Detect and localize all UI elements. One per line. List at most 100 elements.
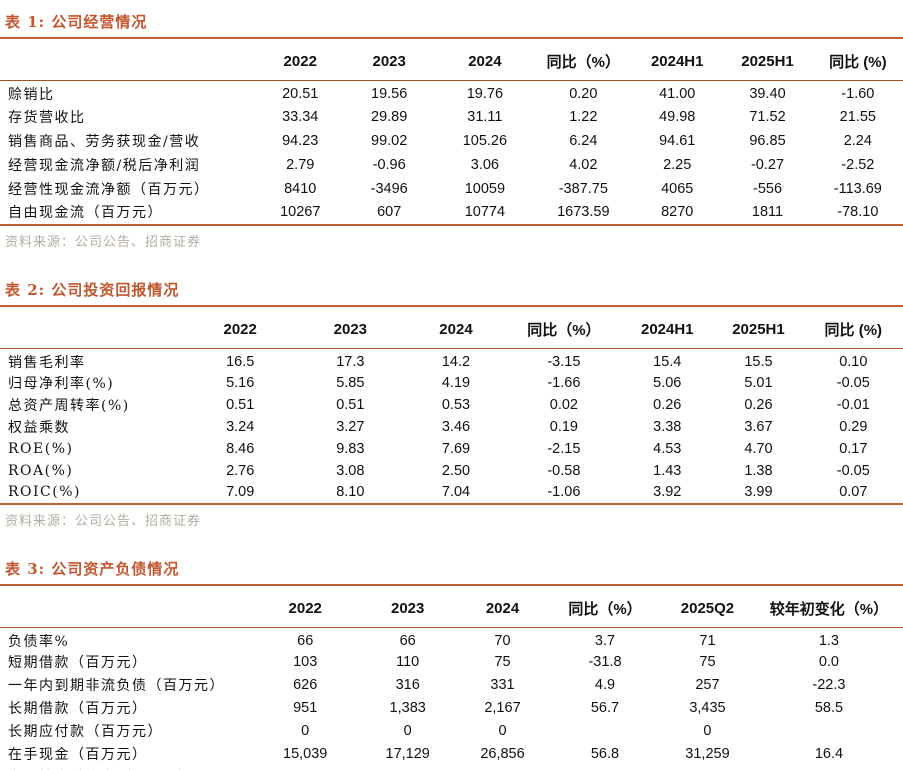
table-row: 短期借款（百万元） 103 110 75 -31.8 75 0.0	[0, 651, 903, 674]
row-label: 长期应付款（百万元）	[8, 724, 163, 740]
value-cell: -7.4	[755, 766, 903, 770]
value-cell: 4065	[661, 180, 694, 197]
value-cell: 41.00	[659, 86, 696, 103]
column-header: 2023	[343, 39, 436, 81]
table-row: 归母净利率(%) 5.16 5.85 4.19 -1.66 5.06 5.01 -0.05	[0, 372, 903, 394]
value-cell: 4.53	[653, 440, 682, 457]
value-cell: -3.15	[547, 353, 581, 370]
table1-operating-data: 2022 2023 2024 同比（%） 2024H1 2025H1 同比 (%) 赊销比 20…	[0, 39, 903, 226]
column-header: 2024	[405, 306, 507, 349]
value-cell: 21.55	[839, 108, 876, 125]
value-cell: 70	[494, 632, 511, 649]
value-cell: 5.06	[653, 374, 682, 391]
column-header: 同比 (%)	[803, 306, 903, 349]
column-header: 2024H1	[621, 306, 714, 349]
value-cell: 257	[695, 677, 720, 693]
value-cell: 31.11	[467, 108, 503, 125]
value-cell: 10267	[280, 204, 321, 220]
value-cell: 2.25	[663, 156, 692, 173]
column-header: 2024H1	[632, 39, 723, 81]
value-cell: 331	[490, 677, 515, 693]
row-label: 交易性金融资产（百万元）	[0, 766, 250, 770]
value-cell: 0.53	[441, 396, 471, 413]
row-label: 权益乘数	[8, 419, 70, 436]
row-label: 一年内到期非流负债（百万元）	[8, 678, 225, 694]
value-cell: 0.17	[839, 440, 868, 457]
value-cell: 2.76	[226, 462, 255, 479]
table-row: ROA(%) 2.76 3.08 2.50 -0.58 1.43 1.38 -0.05	[0, 460, 903, 482]
table2-investment-return-data: 2022 2023 2024 同比（%） 2024H1 2025H1 同比 (%) 销售毛利率…	[0, 306, 903, 505]
value-cell: 66	[297, 632, 314, 649]
table-row: 存货营收比 33.34 29.89 31.11 1.22 49.98 71.52 21.55	[0, 105, 903, 129]
value-cell: 16.5	[226, 353, 255, 370]
value-cell: 8410	[284, 180, 317, 197]
value-cell: 17,129	[385, 746, 430, 762]
value-cell: 0.07	[839, 484, 868, 500]
value-cell: 3,435	[689, 700, 726, 716]
value-cell: 626	[293, 677, 318, 693]
value-cell: 3.7	[594, 632, 616, 649]
value-cell: 7.04	[441, 484, 471, 500]
value-cell: 71	[699, 632, 716, 649]
value-cell: 7.09	[226, 484, 255, 500]
value-cell: -0.01	[836, 396, 870, 413]
value-cell: 0	[498, 723, 507, 739]
table2-section: 表 2: 公司投资回报情况 2022 2023 2024 同比（%） 2024H1 202…	[0, 277, 903, 531]
value-cell: 75	[699, 654, 716, 670]
row-label: 负债率%	[8, 633, 70, 650]
value-cell: 867	[360, 766, 455, 770]
column-header: 2022	[185, 306, 296, 349]
value-cell: 56.8	[590, 746, 620, 762]
value-cell: -1.60	[841, 86, 875, 103]
value-cell: 33.34	[282, 108, 319, 125]
value-cell: -22.3	[812, 677, 846, 693]
value-cell: 31,259	[685, 746, 730, 762]
value-cell: 58.5	[814, 700, 844, 716]
value-cell: -31.8	[588, 654, 622, 670]
row-label: ROIC(%)	[8, 484, 81, 500]
value-cell: 94.61	[659, 132, 696, 149]
table-row: 长期应付款（百万元） 0 0 0 0	[0, 720, 903, 743]
value-cell: 3.99	[744, 484, 773, 500]
column-header: 2022	[250, 585, 361, 628]
value-cell: -2.52	[841, 156, 875, 173]
value-cell: 96.85	[749, 132, 786, 149]
value-cell: 3.92	[653, 484, 682, 500]
row-label: ROA(%)	[8, 462, 74, 479]
value-cell: 56.7	[590, 700, 620, 716]
value-cell: 10059	[464, 180, 506, 197]
table-row: 一年内到期非流负债（百万元） 626 316 331 4.9 257 -22.3	[0, 674, 903, 697]
table2-source-note: 资料来源：公司公告、招商证券	[5, 513, 202, 529]
value-cell: 0.26	[744, 396, 773, 413]
table-row: 自由现金流（百万元） 10267 607 10774 1673.59 8270 1811 -7…	[0, 201, 903, 225]
value-cell	[550, 720, 660, 743]
table3-title: 表 3: 公司资产负债情况	[0, 556, 903, 586]
value-cell: -0.96	[372, 156, 406, 173]
value-cell: 105.26	[462, 132, 508, 149]
value-cell: 3.24	[226, 418, 255, 435]
value-cell: 94.23	[282, 132, 319, 149]
row-label: 销售商品、劳务获现金/营收	[8, 133, 201, 150]
row-label: 自由现金流（百万元）	[8, 205, 163, 221]
value-cell: 1,698	[455, 766, 550, 770]
header-row: 2022 2023 2024 同比（%） 2024H1 2025H1 同比 (%)	[0, 39, 903, 81]
value-cell: 3.67	[744, 418, 773, 435]
value-cell: 2,167	[484, 700, 521, 716]
value-cell: 0.02	[549, 396, 578, 413]
column-header: 2023	[360, 585, 456, 628]
row-label: 存货营收比	[8, 109, 86, 126]
value-cell: 16.4	[814, 746, 844, 762]
value-cell: 1.22	[569, 108, 598, 125]
table-row: 销售商品、劳务获现金/营收 94.23 99.02 105.26 6.24 94.61 96…	[0, 129, 903, 153]
value-cell: 5.16	[226, 374, 255, 391]
value-cell: 2.79	[286, 156, 315, 173]
value-cell: 15.5	[744, 353, 773, 370]
value-cell: 7.69	[441, 440, 471, 457]
value-cell: 19.76	[466, 86, 504, 103]
value-cell: 20.51	[282, 86, 319, 103]
value-cell: 1,573	[660, 766, 755, 770]
table-row: ROIC(%) 7.09 8.10 7.04 -1.06 3.92 3.99 0.07	[0, 482, 903, 504]
value-cell: 3.06	[470, 156, 499, 173]
column-header: 2024	[435, 39, 535, 81]
value-cell: 0.20	[569, 86, 598, 103]
